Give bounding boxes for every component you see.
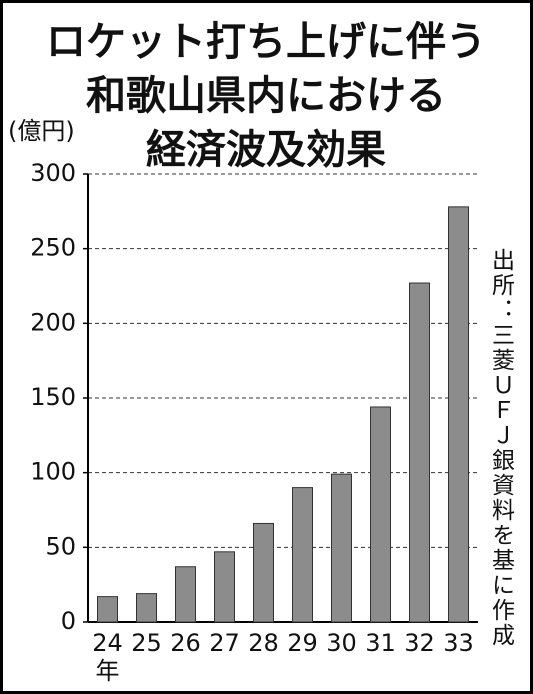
chart-title: ロケット打ち上げに伴う [46,19,486,65]
x-tick-label: 27 [209,629,240,657]
bar [409,282,430,623]
x-tick-label: 26 [170,629,201,657]
bar [175,566,196,623]
x-tick-label: 29 [287,629,318,657]
x-tick-label: 28 [248,629,279,657]
y-axis-label: (億円) [8,117,75,145]
source-note: 出所：三菱ＵＦＪ銀資料を基に作成 [488,248,516,648]
bar [136,593,157,623]
x-tick-label: 32 [404,629,435,657]
y-tick-label: 300 [30,159,76,187]
y-tick-label: 100 [30,458,76,486]
y-tick-label: 150 [30,383,76,411]
bar [292,487,313,623]
y-tick-label: 200 [30,308,76,336]
bar [97,596,118,623]
x-tick-label: 24 [92,629,123,657]
x-tick-label: 25 [131,629,162,657]
x-tick-label: 33 [443,629,474,657]
x-unit-label: 年 [96,657,120,685]
y-tick-label: 0 [61,607,76,635]
chart-title: 経済波及効果 [146,127,386,173]
bar [253,522,274,623]
x-tick-label: 31 [365,629,396,657]
y-tick-label: 50 [45,532,76,560]
chart-title: 和歌山県内における [86,73,446,119]
bar [448,206,469,623]
bar [370,406,391,623]
bar [214,551,235,623]
x-tick-label: 30 [326,629,357,657]
bar [331,473,352,623]
y-tick-label: 250 [30,234,76,262]
